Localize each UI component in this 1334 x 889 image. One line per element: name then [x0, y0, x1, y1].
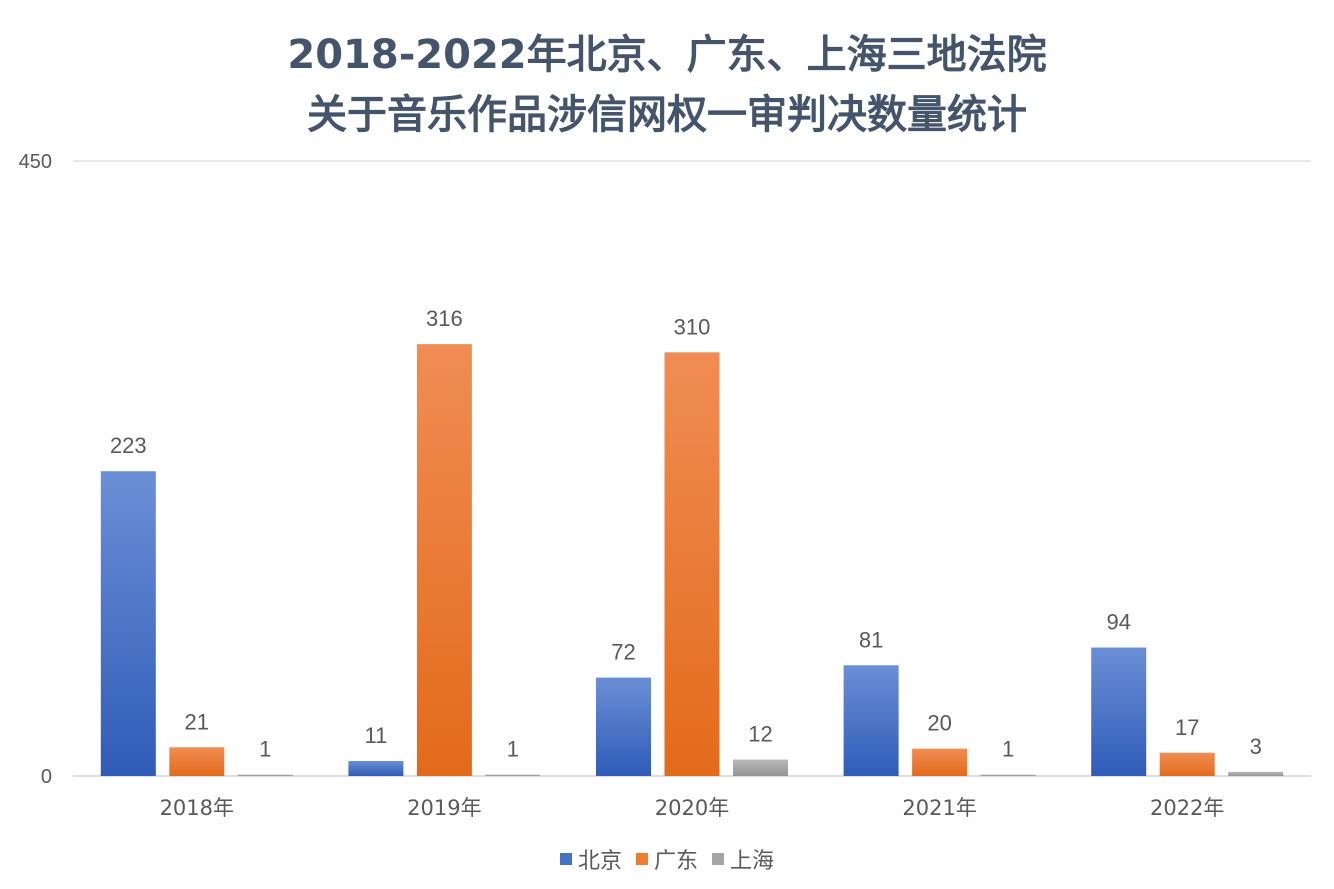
bar-广东 — [416, 344, 472, 776]
bar-上海 — [980, 774, 1036, 776]
bar-上海 — [733, 759, 788, 776]
bar-广东 — [169, 747, 225, 776]
y-tick-label: 0 — [41, 766, 52, 788]
data-label: 1 — [1002, 737, 1014, 762]
data-label: 21 — [185, 709, 209, 734]
x-tick-label: 2019年 — [407, 796, 481, 820]
data-label: 12 — [748, 722, 772, 747]
bar-北京 — [843, 665, 899, 776]
legend-swatch — [712, 853, 724, 865]
bar-广东 — [912, 748, 968, 776]
bar-北京 — [348, 760, 404, 776]
bar-上海 — [1228, 771, 1284, 776]
bar-北京 — [1091, 647, 1147, 776]
data-label: 1 — [507, 737, 519, 762]
bar-广东 — [664, 352, 720, 776]
legend-item: 北京 — [559, 843, 622, 875]
chart-title-line-1: 2018-2022年北京、广东、上海三地法院 — [287, 32, 1047, 78]
data-label: 11 — [364, 723, 387, 748]
legend-label: 广东 — [653, 849, 698, 874]
data-label: 20 — [927, 711, 951, 736]
data-label: 94 — [1106, 610, 1130, 635]
data-label: 1 — [259, 737, 271, 762]
legend-label: 上海 — [730, 849, 775, 874]
legend-swatch — [559, 853, 572, 865]
legend-item: 广东 — [635, 843, 698, 875]
bar-北京 — [100, 471, 156, 776]
data-label: 316 — [426, 306, 463, 331]
data-label: 310 — [674, 314, 711, 339]
data-label: 223 — [110, 433, 147, 458]
x-tick-label: 2018年 — [160, 796, 234, 820]
x-tick-label: 2020年 — [655, 796, 729, 820]
bar-上海 — [485, 774, 541, 776]
legend-item: 上海 — [712, 843, 774, 875]
chart-title-line-2: 关于音乐作品涉信网权一审判决数量统计 — [307, 92, 1027, 138]
bar-广东 — [1159, 752, 1215, 776]
chart-legend: 北京 广东 上海 — [0, 843, 1334, 875]
bar-北京 — [596, 677, 651, 776]
y-tick-label: 450 — [19, 151, 52, 173]
legend-label: 北京 — [577, 849, 622, 874]
x-tick-label: 2021年 — [902, 796, 976, 820]
data-label: 17 — [1175, 715, 1199, 740]
data-label: 81 — [859, 627, 883, 652]
data-label: 72 — [611, 640, 635, 665]
data-label: 3 — [1250, 734, 1262, 759]
legend-swatch — [635, 853, 648, 865]
bar-上海 — [237, 774, 293, 776]
x-tick-label: 2022年 — [1150, 796, 1224, 820]
